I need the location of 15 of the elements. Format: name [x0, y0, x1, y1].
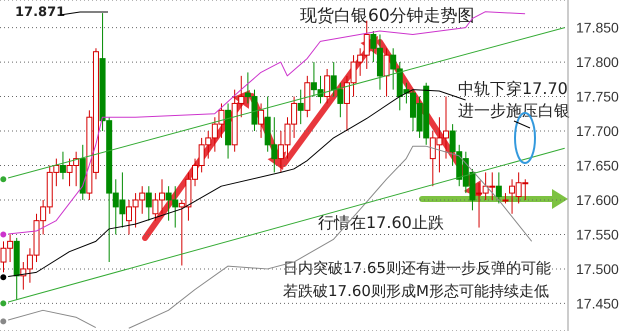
annotation: 17.871: [15, 5, 66, 20]
y-tick-label: 17.600: [576, 192, 620, 208]
annotation: 行情在17.60止跌: [318, 213, 444, 232]
y-tick-label: 17.450: [576, 295, 620, 312]
annotation: 中轨下穿17.70: [458, 79, 568, 98]
y-tick-label: 17.700: [576, 122, 620, 139]
chart-title: 现货白银60分钟走势图: [300, 5, 475, 27]
annotation: 若跌破17.60则形成M形态可能持续走低: [283, 282, 549, 300]
y-tick-label: 17.750: [576, 88, 620, 105]
annotation: 日内突破17.65则还有进一步反弹的可能: [283, 259, 551, 277]
y-tick-label: 17.550: [576, 226, 620, 242]
y-tick-label: 17.500: [576, 260, 620, 277]
y-tick-label: 17.650: [576, 157, 620, 174]
y-tick-label: 17.800: [576, 54, 620, 70]
y-tick-label: 17.850: [576, 20, 620, 36]
